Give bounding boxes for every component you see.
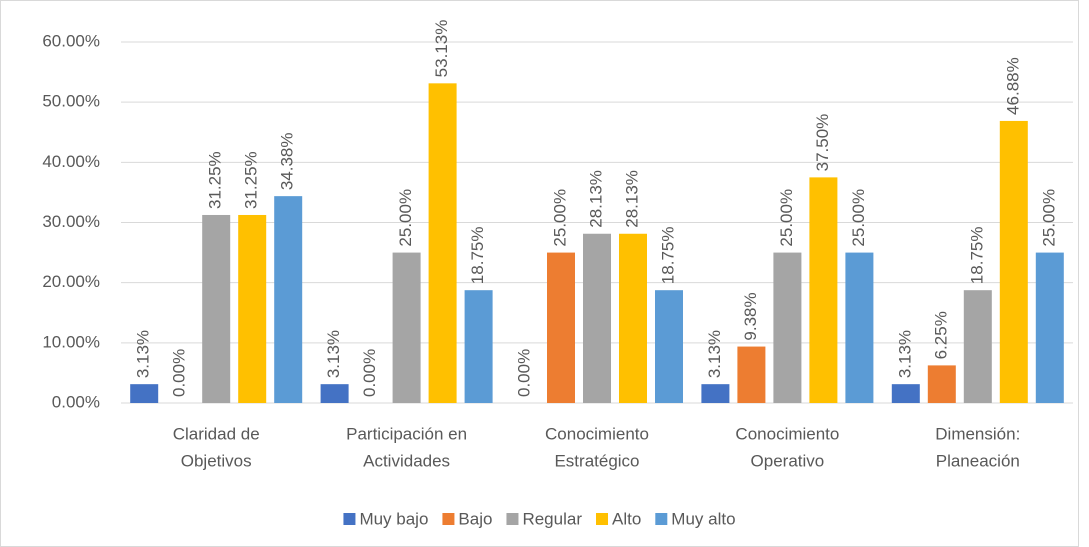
y-tick-label: 0.00% — [52, 392, 100, 411]
x-tick-label: Planeación — [936, 451, 1020, 470]
legend-label: Regular — [522, 509, 582, 528]
data-label: 0.00% — [170, 349, 189, 397]
legend-swatch — [442, 513, 455, 525]
bar — [583, 233, 611, 403]
legend-swatch — [596, 513, 609, 525]
bar — [809, 177, 838, 403]
legend-label: Alto — [612, 509, 641, 528]
data-label: 0.00% — [360, 349, 379, 397]
data-label: 46.88% — [1003, 57, 1022, 115]
legend-swatch — [343, 513, 356, 525]
data-label: 6.25% — [931, 311, 950, 359]
bar — [547, 252, 575, 403]
y-tick-label: 40.00% — [42, 152, 100, 171]
data-label: 0.00% — [514, 349, 533, 397]
data-label: 18.75% — [967, 227, 986, 285]
bar — [202, 214, 231, 403]
data-label: 25.00% — [396, 189, 415, 247]
data-label: 25.00% — [849, 189, 868, 247]
y-tick-label: 20.00% — [42, 272, 100, 291]
legend-swatch — [655, 513, 668, 525]
bar — [845, 252, 874, 403]
x-tick-label: Conocimiento — [735, 424, 839, 443]
data-label: 9.38% — [741, 292, 760, 340]
legend-label: Bajo — [458, 509, 492, 528]
x-tick-label: Conocimiento — [545, 424, 649, 443]
data-label: 3.13% — [895, 330, 914, 378]
legend-label: Muy alto — [671, 509, 735, 528]
x-tick-label: Estratégico — [554, 451, 639, 470]
bar — [392, 252, 421, 403]
data-label: 3.13% — [134, 330, 153, 378]
data-label: 3.13% — [324, 330, 343, 378]
x-tick-label: Participación en — [346, 424, 467, 443]
data-label: 25.00% — [1039, 189, 1058, 247]
y-tick-label: 60.00% — [42, 31, 100, 50]
bar — [320, 384, 349, 403]
x-tick-label: Operativo — [751, 451, 825, 470]
data-label: 28.13% — [622, 170, 641, 228]
bar — [701, 384, 730, 403]
bar — [238, 214, 267, 403]
y-tick-label: 30.00% — [42, 212, 100, 231]
bar — [619, 233, 647, 403]
legend-swatch — [506, 513, 519, 525]
x-tick-label: Actividades — [363, 451, 450, 470]
data-label: 25.00% — [550, 189, 569, 247]
data-label: 53.13% — [432, 20, 451, 78]
data-label: 37.50% — [813, 114, 832, 172]
y-tick-label: 10.00% — [42, 332, 100, 351]
bar — [655, 290, 683, 403]
bar — [891, 384, 920, 403]
y-tick-label: 50.00% — [42, 92, 100, 111]
bar — [999, 120, 1028, 404]
data-label: 18.75% — [468, 227, 487, 285]
bar — [1035, 252, 1064, 403]
data-label: 3.13% — [705, 330, 724, 378]
legend-label: Muy bajo — [359, 509, 428, 528]
x-tick-label: Objetivos — [181, 451, 252, 470]
data-label: 31.25% — [242, 151, 261, 209]
data-label: 25.00% — [777, 189, 796, 247]
x-tick-label: Dimensión: — [935, 424, 1020, 443]
data-label: 18.75% — [658, 227, 677, 285]
bar — [737, 346, 766, 403]
bar — [464, 290, 493, 403]
bar — [274, 196, 303, 403]
bar — [963, 290, 992, 403]
bar — [927, 365, 956, 403]
bar — [130, 384, 159, 403]
data-label: 34.38% — [278, 132, 297, 190]
bar — [428, 83, 457, 403]
data-label: 31.25% — [206, 151, 225, 209]
data-label: 28.13% — [586, 170, 605, 228]
bar — [773, 252, 802, 403]
x-tick-label: Claridad de — [173, 424, 260, 443]
